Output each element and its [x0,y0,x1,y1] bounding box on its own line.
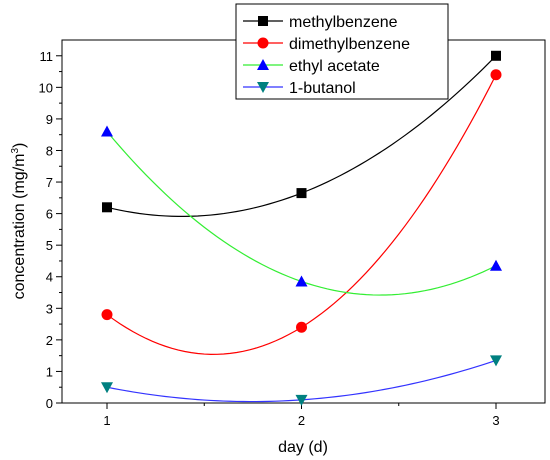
y-axis: 0 1 2 3 4 5 6 7 8 9 10 11 [39,49,62,411]
marker-square [258,16,268,26]
y-tick-label: 8 [46,143,53,158]
y-axis-label: concentration (mg/m3) [10,143,28,300]
x-tick-label: 1 [103,413,110,428]
legend-label: 1-butanol [289,80,356,97]
legend: methylbenzene dimethylbenzene ethyl acetat… [235,3,449,100]
y-tick-label: 7 [46,175,53,190]
marker-triangle-up [101,125,113,137]
marker-circle [296,321,307,333]
marker-circle [257,37,269,49]
legend-label: ethyl acetate [289,58,380,75]
legend-label: dimethylbenzene [289,36,410,53]
y-tick-label: 9 [46,112,53,127]
marker-triangle-up [490,259,502,271]
marker-triangle-down [490,355,502,367]
series-curves [106,55,497,403]
marker-triangle-down [101,382,113,394]
y-tick-label: 0 [46,396,53,411]
x-axis-label: day (d) [278,439,328,456]
series-line [106,131,497,296]
y-tick-label: 11 [40,49,54,64]
marker-square [296,188,307,199]
series-line [106,74,497,355]
y-tick-label: 1 [46,364,53,379]
y-tick-label: 3 [46,301,53,316]
x-axis: 1 2 3 [103,403,500,428]
marker-circle [490,69,502,81]
y-tick-label: 5 [46,238,53,253]
marker-triangle-up [295,275,308,287]
x-tick-label: 2 [298,413,305,428]
marker-triangle-up [257,59,269,70]
y-tick-label: 10 [39,80,53,95]
y-tick-label: 6 [46,207,53,222]
marker-triangle-down [295,394,308,406]
marker-circle [101,309,113,321]
marker-square [102,202,112,213]
series-markers [101,50,502,406]
marker-square [491,50,501,61]
legend-label: methylbenzene [289,14,398,31]
y-tick-label: 4 [46,270,53,285]
legend-frame [235,3,449,100]
y-tick-label: 2 [46,333,53,348]
marker-triangle-down [257,82,269,93]
x-tick-label: 3 [492,413,499,428]
